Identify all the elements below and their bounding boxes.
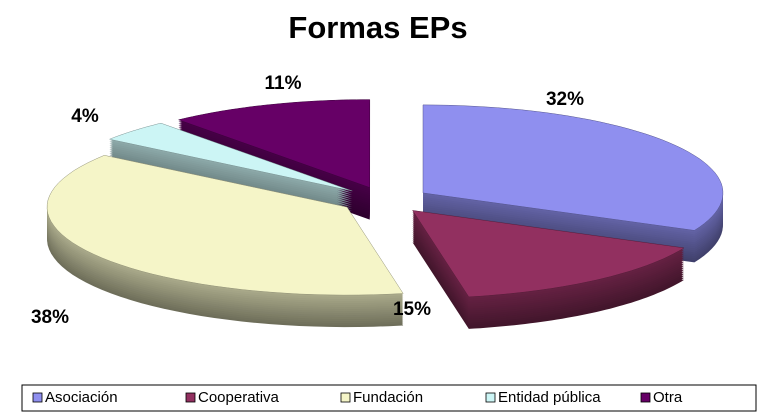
legend-swatch [640,392,651,403]
legend-label: Otra [653,389,683,406]
legend-label: Fundación [353,389,423,406]
legend-swatch [485,392,496,403]
legend-swatch [185,392,196,403]
legend-label: Entidad pública [498,389,601,406]
legend-swatch [340,392,351,403]
data-label: 32% [546,89,584,110]
legend-label: Cooperativa [198,389,280,406]
data-label: 4% [71,106,99,127]
slice [108,122,353,192]
data-label: 11% [265,73,302,94]
legend-label: Asociación [45,389,118,406]
slice [177,99,371,188]
data-label: 15% [393,299,431,320]
chart-title: Formas EPs [288,10,467,45]
data-label: 38% [31,307,69,328]
legend-box [21,384,757,412]
slice [422,104,724,231]
slice [412,210,685,298]
slice [46,155,404,296]
legend-swatch [32,392,43,403]
